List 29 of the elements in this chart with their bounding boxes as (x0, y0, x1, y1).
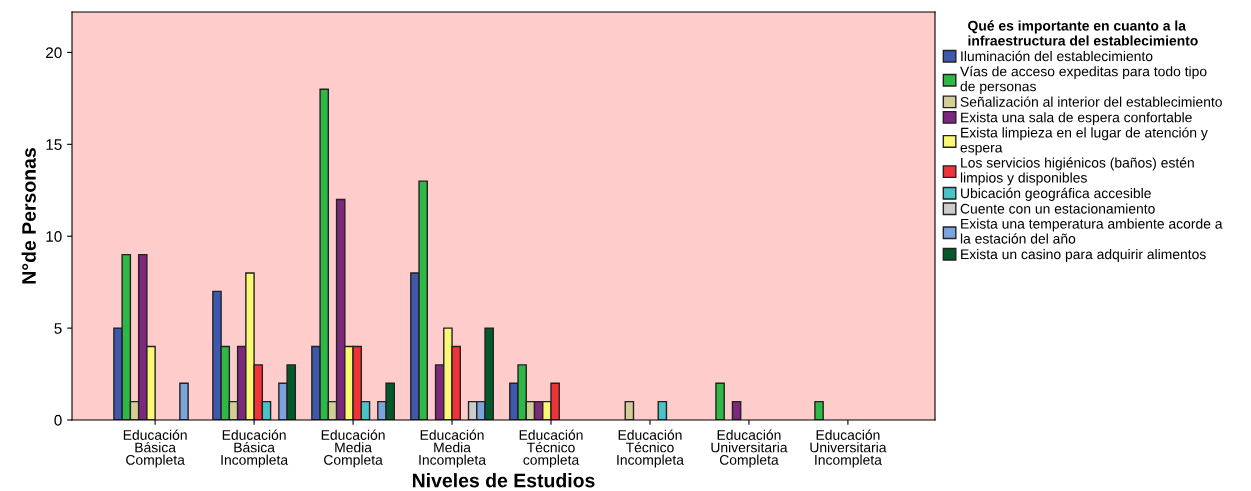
legend-label: Exista un casino para adquirir alimentos (961, 248, 1206, 262)
x-tick-label: Educación Universitaria Completa (711, 429, 788, 468)
legend-label: Exista limpieza en el lugar de atención y espera (960, 127, 1208, 156)
x-tick-label: Educación Técnico Incompleta (617, 429, 684, 468)
y-tick-label: 0 (54, 414, 62, 426)
legend-label: Exista una temperatura ambiente acorde a la estación del año (960, 218, 1223, 244)
legend-label: Vías de acceso expeditas para todo tipo de personas (960, 65, 1207, 95)
x-tick-label: Educación Técnico completa (519, 429, 583, 468)
legend-label: Ubicación geográfica accesible (961, 187, 1151, 201)
y-tick-label: 15 (46, 139, 62, 151)
legend-label: Los servicios higiénicos (baños) estén limpios y disponibles (960, 157, 1194, 186)
bar (179, 382, 189, 420)
x-tick-label: Educación Básica Completa (123, 429, 187, 468)
bar (715, 382, 725, 420)
y-tick-label: 5 (54, 323, 62, 334)
x-tick-label: Educación Media Incompleta (419, 429, 487, 468)
legend-label: Exista una sala de espera confortable (961, 112, 1192, 126)
x-tick-label: Educación Universitaria Incompleta (810, 429, 887, 468)
bar (814, 400, 824, 420)
legend-label: Cuente con un estacionamiento (960, 203, 1155, 214)
x-tick-label: Educación Básica Incompleta (221, 429, 289, 468)
legend-label: Señalización al interior del establecimiento (960, 96, 1222, 107)
y-tick-label: 10 (46, 231, 62, 242)
x-tick-label: Educación Media Completa (321, 429, 385, 468)
x-axis-title: Niveles de Estudios (412, 473, 595, 488)
y-axis-title: N°de Personas (21, 148, 36, 284)
legend-label: Iluminación del establecimiento (961, 50, 1153, 62)
y-tick-label: 20 (46, 47, 62, 59)
legend-title: Qué es importante en cuanto a la infraestructura del establecimiento (968, 20, 1198, 46)
